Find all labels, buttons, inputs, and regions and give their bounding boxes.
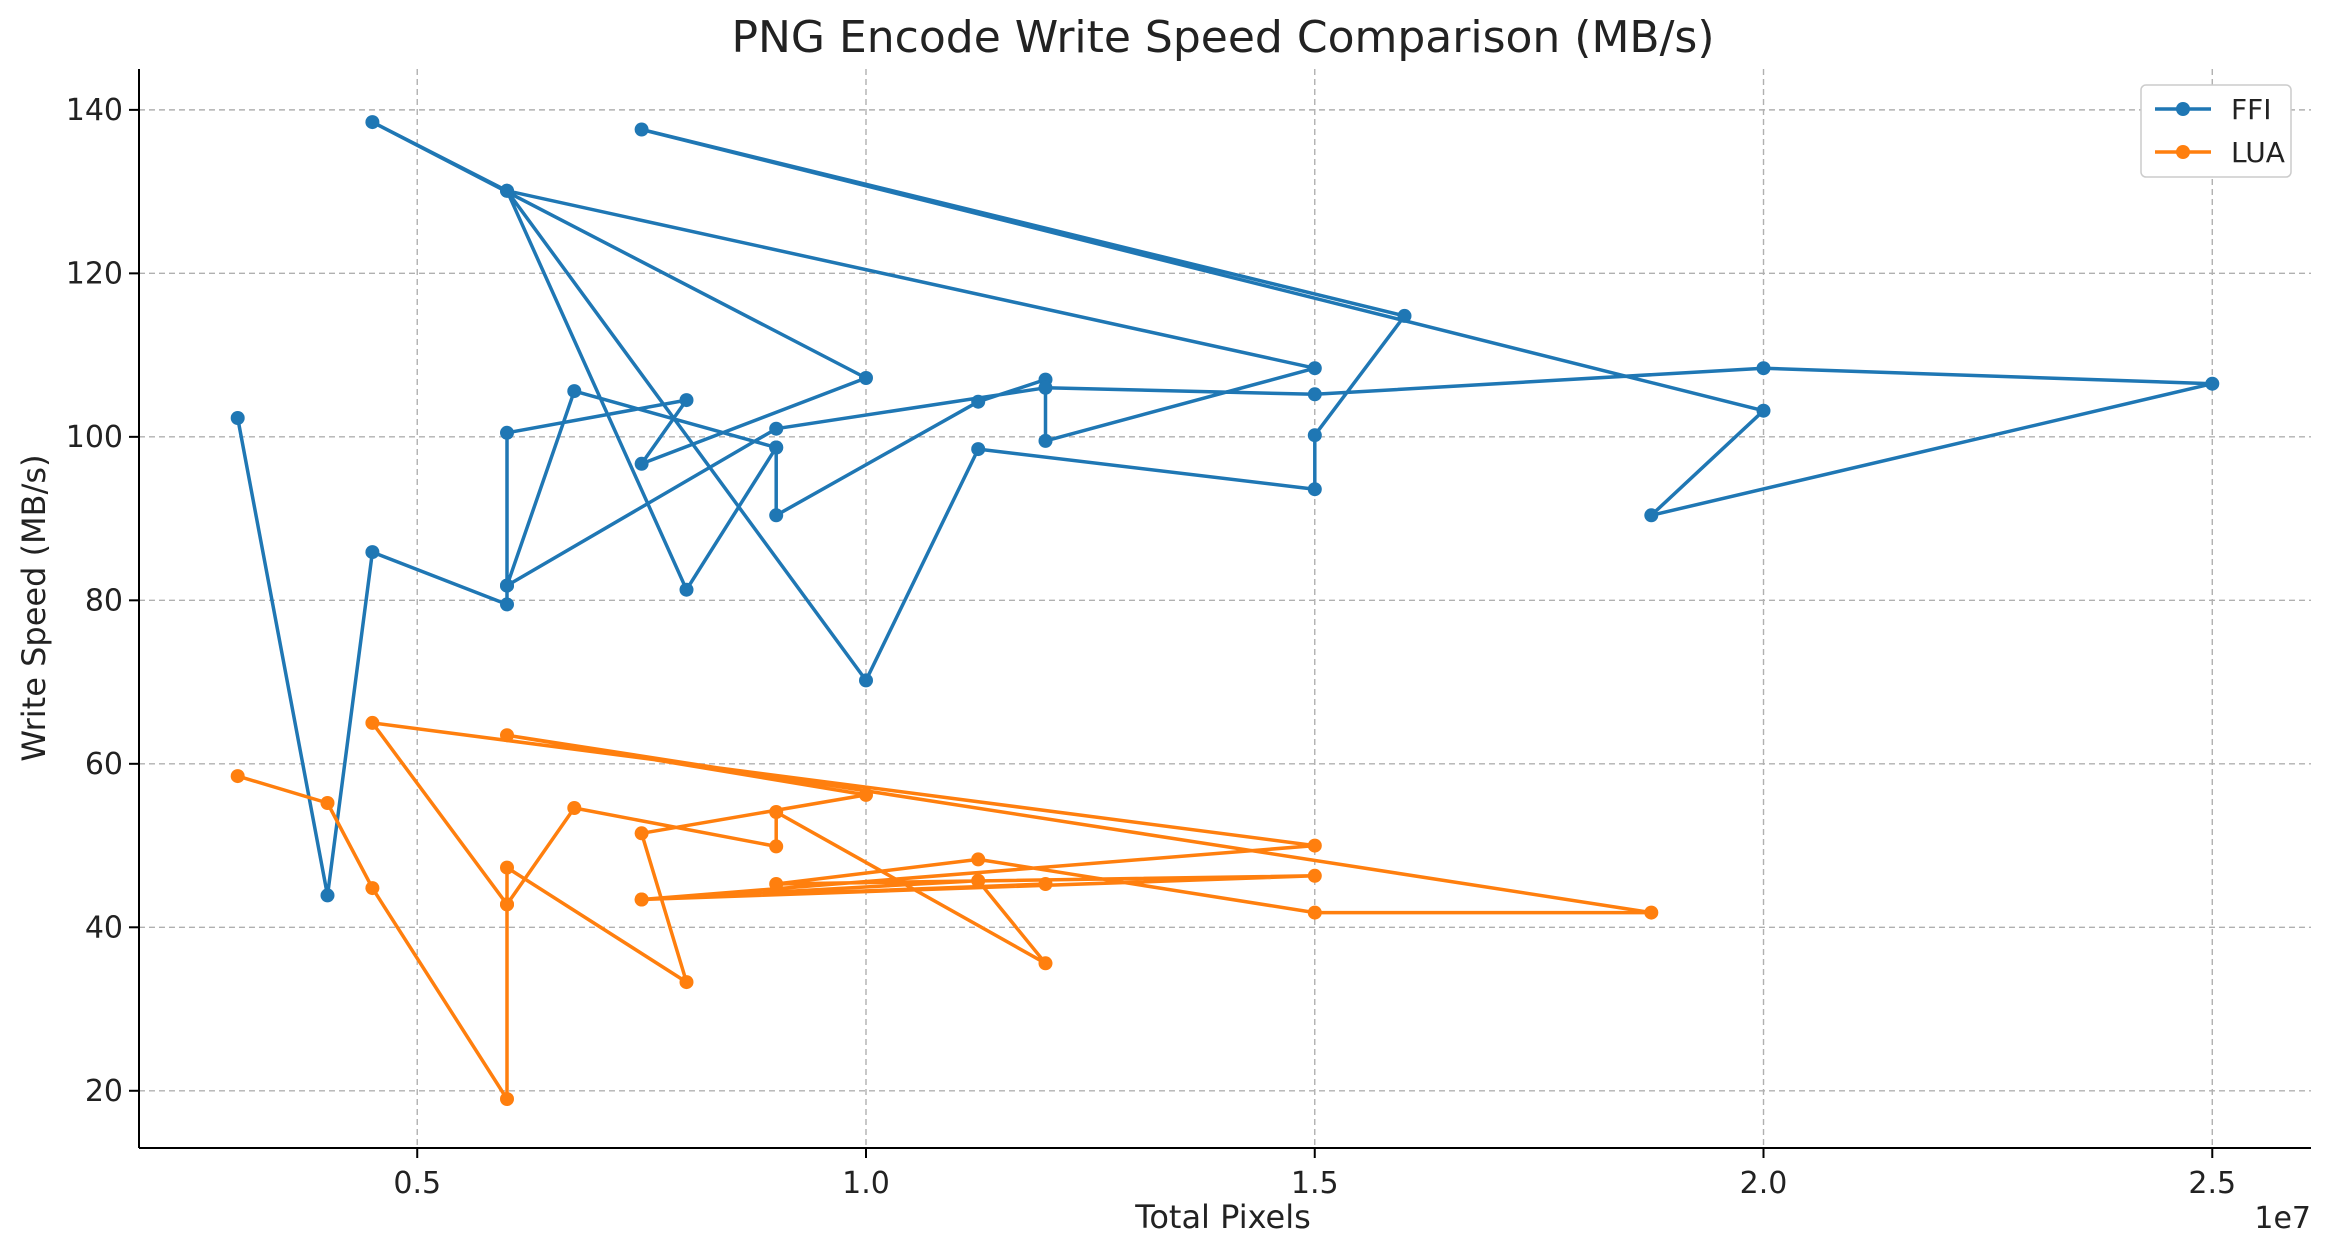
data-point-ffi — [634, 122, 649, 137]
data-point-ffi — [500, 578, 514, 593]
data-point-ffi — [634, 456, 649, 471]
y-tick-label: 80 — [85, 583, 123, 618]
x-tick-label: 1.0 — [842, 1166, 890, 1201]
y-tick-label: 20 — [85, 1074, 123, 1109]
data-point-lua — [1644, 905, 1659, 920]
data-point-ffi — [1038, 380, 1053, 395]
data-point-ffi — [1756, 361, 1771, 376]
data-point-ffi — [679, 582, 694, 597]
data-point-ffi — [1038, 433, 1053, 448]
data-point-lua — [1307, 838, 1322, 853]
x-tick-label: 1.5 — [1291, 1166, 1339, 1201]
y-tick-label: 40 — [85, 910, 123, 945]
legend-label: LUA — [2231, 136, 2285, 169]
data-point-lua — [971, 852, 986, 867]
data-point-lua — [1038, 956, 1053, 971]
data-point-lua — [320, 796, 335, 810]
legend-swatch-marker — [2176, 102, 2190, 116]
data-point-lua — [859, 787, 873, 802]
data-point-lua — [1307, 905, 1322, 920]
data-point-ffi — [769, 440, 784, 455]
x-ticks: 0.5 1.0 1.5 2.0 2.5 — [393, 1148, 2236, 1201]
data-point-ffi — [320, 888, 335, 903]
axes — [138, 69, 2311, 1149]
chart-title: PNG Encode Write Speed Comparison (MB/s) — [731, 12, 1714, 63]
data-point-lua — [769, 877, 784, 891]
data-point-lua — [634, 826, 649, 841]
data-point-lua — [679, 975, 694, 990]
y-ticks: 20 40 60 80 100 120 140 — [66, 93, 139, 1109]
legend-label: FFI — [2231, 93, 2271, 126]
x-tick-label: 2.0 — [1740, 1166, 1788, 1201]
data-point-lua — [500, 1092, 514, 1106]
data-point-ffi — [859, 371, 873, 385]
data-point-ffi — [1756, 403, 1771, 418]
data-point-ffi — [230, 411, 245, 425]
data-point-lua — [769, 839, 784, 854]
legend-item-lua: LUA — [2155, 136, 2285, 169]
series — [230, 115, 2220, 1106]
y-tick-label: 100 — [66, 420, 123, 455]
series-lua — [230, 715, 1659, 1106]
data-point-ffi — [1644, 508, 1659, 523]
x-tick-label: 2.5 — [2188, 1166, 2236, 1201]
data-point-ffi — [500, 183, 514, 198]
data-point-lua — [500, 728, 514, 743]
legend: FFI LUA — [2140, 84, 2292, 178]
data-point-ffi — [1307, 428, 1322, 443]
data-point-lua — [1307, 868, 1322, 883]
data-point-ffi — [1307, 387, 1322, 402]
data-point-ffi — [859, 673, 873, 688]
data-point-ffi — [365, 115, 380, 130]
data-point-ffi — [1307, 361, 1322, 376]
y-axis-label: Write Speed (MB/s) — [15, 454, 53, 761]
legend-item-ffi: FFI — [2155, 93, 2271, 126]
legend-swatch-marker — [2176, 145, 2190, 159]
data-point-ffi — [1307, 482, 1322, 497]
data-point-ffi — [365, 545, 380, 560]
data-point-lua — [500, 860, 514, 875]
y-tick-label: 120 — [66, 256, 123, 291]
y-tick-label: 60 — [85, 747, 123, 782]
data-point-lua — [230, 769, 245, 784]
data-point-lua — [365, 715, 380, 730]
x-axis-label: Total Pixels — [1134, 1198, 1311, 1236]
data-point-ffi — [679, 393, 694, 408]
y-tick-label: 140 — [66, 93, 123, 128]
data-point-lua — [500, 897, 514, 912]
data-point-lua — [567, 801, 582, 815]
x-axis-offset-label: 1e7 — [2254, 1201, 2311, 1236]
data-point-ffi — [2205, 376, 2220, 391]
data-point-ffi — [971, 394, 986, 409]
data-point-lua — [634, 892, 649, 907]
data-point-lua — [1038, 877, 1053, 891]
data-point-ffi — [769, 508, 784, 523]
data-point-ffi — [971, 442, 986, 457]
data-point-ffi — [1397, 308, 1412, 323]
data-point-lua — [971, 873, 986, 888]
data-point-ffi — [769, 421, 784, 436]
data-point-lua — [769, 805, 784, 819]
data-point-lua — [365, 881, 380, 896]
data-point-ffi — [500, 597, 514, 612]
series-ffi — [230, 115, 2220, 903]
data-point-ffi — [500, 425, 514, 440]
data-point-ffi — [567, 384, 582, 399]
x-tick-label: 0.5 — [393, 1166, 441, 1201]
